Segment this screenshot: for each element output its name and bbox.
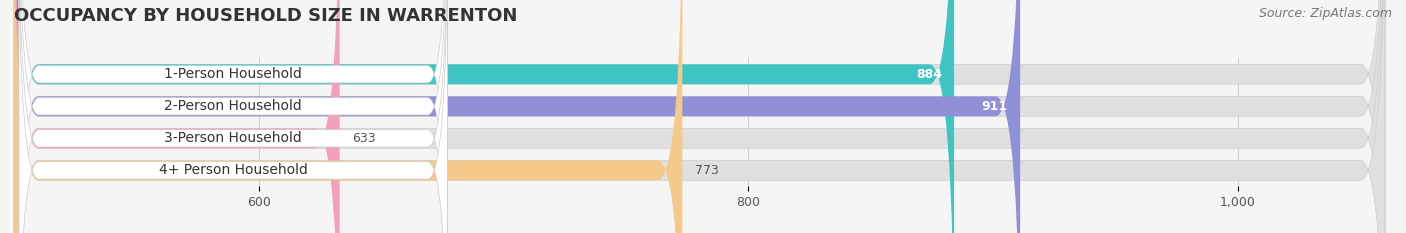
FancyBboxPatch shape [18,0,447,233]
Text: 3-Person Household: 3-Person Household [165,131,302,145]
FancyBboxPatch shape [14,0,682,233]
FancyBboxPatch shape [14,0,1021,233]
FancyBboxPatch shape [14,0,340,233]
Text: Source: ZipAtlas.com: Source: ZipAtlas.com [1258,7,1392,20]
Text: 2-Person Household: 2-Person Household [165,99,302,113]
FancyBboxPatch shape [14,0,1385,233]
Text: 884: 884 [915,68,942,81]
FancyBboxPatch shape [18,0,447,233]
Text: 633: 633 [352,132,375,145]
FancyBboxPatch shape [18,0,447,233]
Text: 911: 911 [981,100,1008,113]
FancyBboxPatch shape [14,0,955,233]
FancyBboxPatch shape [14,0,1385,233]
FancyBboxPatch shape [14,0,1385,233]
FancyBboxPatch shape [14,0,1385,233]
Text: 1-Person Household: 1-Person Household [165,67,302,81]
Text: OCCUPANCY BY HOUSEHOLD SIZE IN WARRENTON: OCCUPANCY BY HOUSEHOLD SIZE IN WARRENTON [14,7,517,25]
Text: 4+ Person Household: 4+ Person Household [159,163,308,177]
FancyBboxPatch shape [18,0,447,233]
Text: 773: 773 [695,164,718,177]
